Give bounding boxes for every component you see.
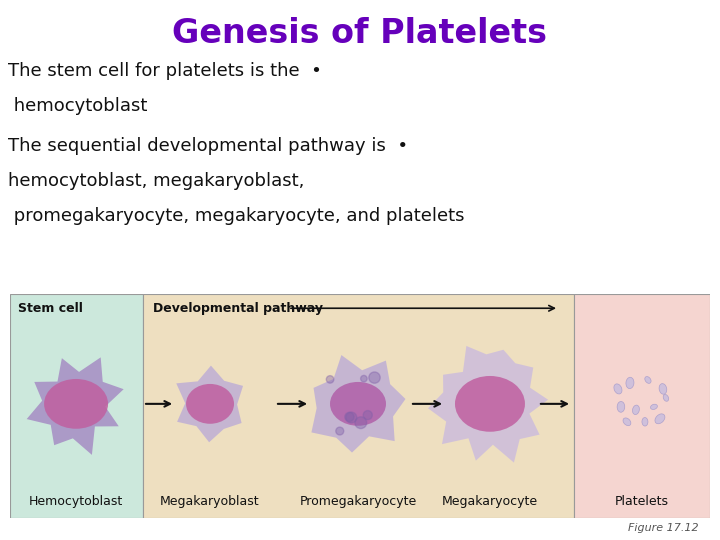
Text: The sequential developmental pathway is  •: The sequential developmental pathway is … [8, 137, 408, 155]
Ellipse shape [659, 383, 667, 394]
Polygon shape [311, 355, 405, 453]
Bar [143, 294, 574, 518]
Polygon shape [27, 357, 124, 455]
Ellipse shape [663, 395, 669, 401]
Circle shape [369, 372, 380, 383]
Text: promegakaryocyte, megakaryocyte, and platelets: promegakaryocyte, megakaryocyte, and pla… [8, 207, 464, 225]
Bar [574, 294, 710, 518]
Ellipse shape [623, 418, 631, 426]
Ellipse shape [186, 384, 234, 424]
Text: hemocytoblast: hemocytoblast [8, 97, 148, 115]
Ellipse shape [645, 376, 651, 383]
Polygon shape [428, 346, 548, 463]
Bar [10, 294, 143, 518]
Ellipse shape [642, 417, 648, 426]
Text: Genesis of Platelets: Genesis of Platelets [173, 17, 547, 50]
Ellipse shape [614, 384, 622, 394]
Text: Developmental pathway: Developmental pathway [153, 302, 323, 315]
Text: Stem cell: Stem cell [18, 302, 83, 315]
Ellipse shape [650, 404, 657, 409]
Text: Promegakaryocyte: Promegakaryocyte [300, 495, 417, 509]
Ellipse shape [455, 376, 525, 432]
Ellipse shape [330, 382, 386, 426]
Circle shape [346, 412, 357, 423]
Ellipse shape [626, 377, 634, 389]
Text: Figure 17.12: Figure 17.12 [628, 523, 698, 533]
Ellipse shape [617, 401, 625, 412]
Text: Megakaryocyte: Megakaryocyte [442, 495, 538, 509]
Text: The stem cell for platelets is the  •: The stem cell for platelets is the • [8, 62, 322, 80]
Ellipse shape [44, 379, 108, 429]
Circle shape [345, 413, 354, 422]
Ellipse shape [632, 405, 639, 415]
Circle shape [336, 427, 343, 435]
Text: hemocytoblast, megakaryoblast,: hemocytoblast, megakaryoblast, [8, 172, 305, 190]
Text: Megakaryoblast: Megakaryoblast [161, 495, 260, 509]
Polygon shape [176, 366, 243, 442]
Circle shape [361, 375, 367, 382]
Ellipse shape [655, 414, 665, 424]
Circle shape [326, 376, 334, 383]
Text: Platelets: Platelets [615, 495, 669, 509]
Circle shape [363, 410, 372, 420]
Circle shape [355, 417, 366, 429]
Text: Hemocytoblast: Hemocytoblast [29, 495, 123, 509]
